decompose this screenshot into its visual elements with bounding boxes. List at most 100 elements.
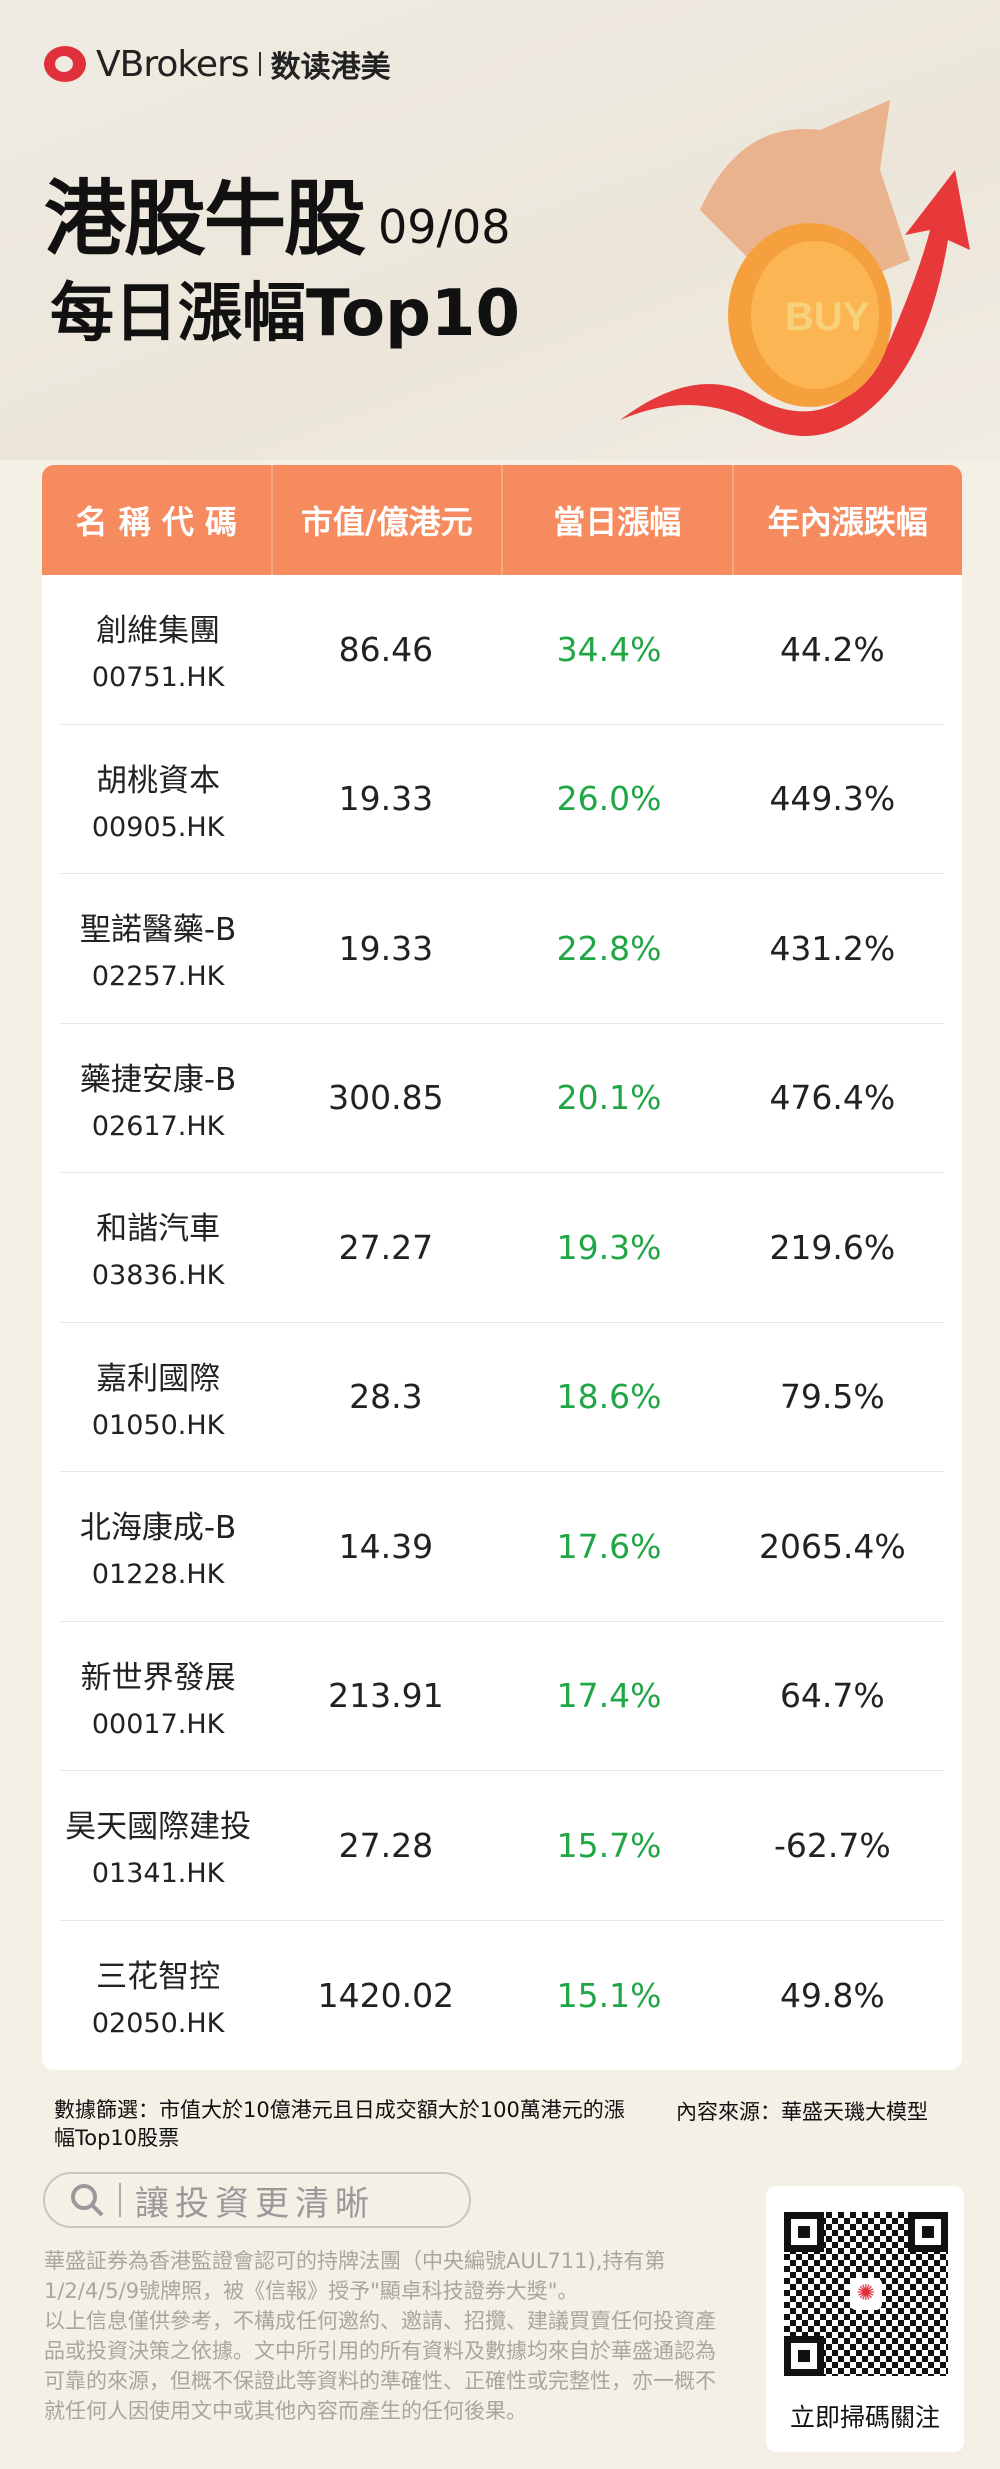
stock-code: 03836.HK [91, 1260, 225, 1292]
stock-name: 藥捷安康-B [79, 1061, 237, 1098]
stock-code: 00751.HK [91, 662, 225, 694]
column-daily-change: 當日漲幅 [503, 465, 734, 575]
column-market-cap: 市值/億港元 [273, 465, 503, 575]
stock-cell: 嘉利國際 01050.HK [42, 1353, 274, 1441]
market-cap: 27.28 [338, 1825, 434, 1865]
slogan-search-pill: 讓投資更清晰 [43, 2172, 471, 2228]
bull-coin-arrow-illustration: BUY [620, 100, 970, 436]
filter-note: 數據篩選：市值大於10億港元且日成交額大於100萬港元的漲幅Top10股票 [54, 2098, 625, 2150]
stock-name: 嘉利國際 [96, 1360, 221, 1397]
stock-cell: 創維集團 00751.HK [42, 605, 274, 693]
slogan-text: 讓投資更清晰 [135, 2183, 375, 2224]
ytd-change: 79.5% [779, 1377, 885, 1417]
stock-code: 02050.HK [91, 2008, 225, 2040]
market-cap: 27.27 [338, 1227, 434, 1267]
source-note: 內容來源：華盛天璣大模型 [676, 2100, 928, 2124]
disclaimer: 華盛証券為香港監證會認可的持牌法團（中央編號AUL711),持有第1/2/4/5… [44, 2246, 734, 2426]
divider [119, 2183, 121, 2217]
stock-cell: 和諧汽車 03836.HK [42, 1203, 274, 1291]
stock-name: 和諧汽車 [96, 1211, 221, 1248]
daily-change: 20.1% [556, 1078, 662, 1118]
vbrokers-flame-icon: ✺ [850, 2278, 882, 2310]
market-cap: 19.33 [338, 779, 434, 819]
market-cap: 213.91 [328, 1676, 444, 1716]
ytd-change: 44.2% [779, 629, 885, 669]
stock-code: 00017.HK [91, 1708, 225, 1740]
column-ytd-change: 年內漲跌幅 [767, 503, 928, 541]
disclaimer-reference: 以上信息僅供參考，不構成任何邀約、邀請、招攬、建議買賣任何投資產品或投資決策之依… [44, 2309, 716, 2423]
page-subtitle: 每日漲幅Top10 [50, 277, 520, 351]
stock-name: 聖諾醫藥-B [79, 912, 237, 949]
stock-cell: 新世界發展 00017.HK [42, 1652, 274, 1740]
table-body: 創維集團 00751.HK 86.46 34.4% 44.2% 胡桃資本 00905.… [42, 575, 962, 2070]
table-row[interactable]: 和諧汽車 03836.HK 27.27 19.3% 219.6% [60, 1173, 944, 1323]
stock-name: 昊天國際建投 [65, 1809, 252, 1846]
ytd-change: 449.3% [769, 779, 896, 819]
stock-cell: 藥捷安康-B 02617.HK [42, 1054, 274, 1142]
stock-cell: 聖諾醫藥-B 02257.HK [42, 904, 274, 992]
stock-code: 02257.HK [91, 961, 225, 993]
daily-change: 17.4% [556, 1676, 662, 1716]
market-cap: 300.85 [328, 1078, 444, 1118]
top10-table: 名 稱 代 碼 市值/億港元 當日漲幅 年內漲跌幅 創維集團 00751.HK 8… [42, 465, 962, 2070]
ytd-change: 64.7% [779, 1676, 885, 1716]
date-label: 09/08 [378, 200, 511, 254]
ytd-change: 431.2% [769, 928, 896, 968]
market-cap: 19.33 [338, 928, 434, 968]
table-row[interactable]: 新世界發展 00017.HK 213.91 17.4% 64.7% [60, 1622, 944, 1771]
table-row[interactable]: 三花智控 02050.HK 1420.02 15.1% 49.8% [60, 1921, 944, 2071]
ytd-change: 2065.4% [758, 1526, 906, 1566]
table-header: 名 稱 代 碼 市值/億港元 當日漲幅 年內漲跌幅 [42, 465, 962, 575]
daily-change: 18.6% [556, 1377, 662, 1417]
daily-change: 22.8% [556, 928, 662, 968]
stock-code: 01228.HK [91, 1559, 225, 1591]
qr-code[interactable]: ✺ [784, 2212, 948, 2376]
disclaimer-license: 華盛証券為香港監證會認可的持牌法團（中央編號AUL711),持有第1/2/4/5… [44, 2249, 666, 2303]
table-row[interactable]: 嘉利國際 01050.HK 28.3 18.6% 79.5% [60, 1323, 944, 1472]
table-row[interactable]: 創維集團 00751.HK 86.46 34.4% 44.2% [60, 575, 944, 725]
stock-cell: 三花智控 02050.HK [42, 1951, 274, 2039]
ytd-change: 219.6% [769, 1227, 896, 1267]
stock-code: 01341.HK [91, 1858, 225, 1890]
page-title: 港股牛股 [44, 172, 366, 267]
up-arrow-icon [620, 170, 970, 436]
stock-cell: 昊天國際建投 01341.HK [42, 1801, 274, 1889]
market-cap: 28.3 [349, 1377, 423, 1417]
stock-name: 創維集團 [96, 613, 221, 650]
stock-code: 00905.HK [91, 811, 225, 843]
qr-label: 立即掃碼關注 [789, 2403, 940, 2432]
market-cap: 1420.02 [317, 1975, 455, 2015]
stock-name: 北海康成-B [79, 1510, 237, 1547]
daily-change: 26.0% [556, 779, 662, 819]
stock-name: 三花智控 [96, 1959, 221, 1996]
ytd-change: -62.7% [773, 1825, 891, 1865]
column-name-code: 名 稱 代 碼 [42, 465, 273, 575]
qr-card[interactable]: ✺ 立即掃碼關注 [766, 2186, 964, 2452]
ytd-change: 476.4% [769, 1078, 896, 1118]
daily-change: 19.3% [556, 1227, 662, 1267]
daily-change: 15.1% [556, 1975, 662, 2015]
stock-code: 01050.HK [91, 1409, 225, 1441]
market-cap: 86.46 [338, 629, 434, 669]
brand-name: VBrokers [96, 43, 250, 85]
table-row[interactable]: 北海康成-B 01228.HK 14.39 17.6% 2065.4% [60, 1472, 944, 1622]
coin-label: BUY [785, 295, 870, 339]
daily-change: 17.6% [556, 1526, 662, 1566]
vbrokers-flame-icon [44, 46, 86, 82]
market-cap: 14.39 [338, 1526, 434, 1566]
stock-cell: 北海康成-B 01228.HK [42, 1502, 274, 1590]
table-row[interactable]: 聖諾醫藥-B 02257.HK 19.33 22.8% 431.2% [60, 874, 944, 1024]
table-row[interactable]: 藥捷安康-B 02617.HK 300.85 20.1% 476.4% [60, 1024, 944, 1173]
table-row[interactable]: 昊天國際建投 01341.HK 27.28 15.7% -62.7% [60, 1771, 944, 1921]
divider [258, 52, 261, 76]
search-icon [71, 2184, 104, 2217]
stock-name: 新世界發展 [80, 1659, 236, 1696]
hero-banner: VBrokers 数读港美 港股牛股 09/08 每日漲幅Top10 BUY [0, 0, 1000, 460]
bull-icon [700, 100, 910, 280]
daily-change: 15.7% [556, 1825, 662, 1865]
table-row[interactable]: 胡桃資本 00905.HK 19.33 26.0% 449.3% [60, 725, 944, 874]
stock-cell: 胡桃資本 00905.HK [42, 755, 274, 843]
stock-code: 02617.HK [91, 1110, 225, 1142]
daily-change: 34.4% [556, 629, 662, 669]
brand-logo: VBrokers 数读港美 [44, 42, 391, 86]
